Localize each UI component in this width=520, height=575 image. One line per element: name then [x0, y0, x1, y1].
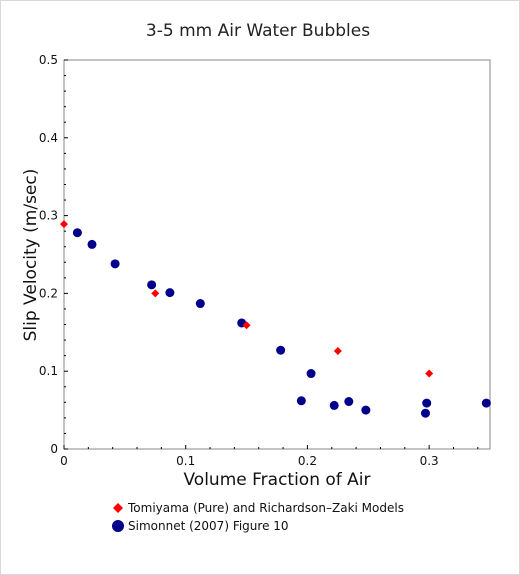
data-point-measured — [87, 239, 97, 249]
data-point-measured — [72, 228, 82, 238]
data-point-measured — [276, 345, 286, 355]
y-axis-label: Slip Velocity (m/sec) — [21, 169, 41, 342]
x-tick-label: 0 — [60, 454, 68, 468]
data-point-measured — [165, 288, 175, 298]
data-point-measured — [422, 398, 432, 408]
chart-title: 3-5 mm Air Water Bubbles — [146, 21, 370, 41]
legend-entry: Simonnet (2007) Figure 10 — [112, 519, 289, 533]
y-tick-label: 0.1 — [39, 364, 58, 378]
data-point-model — [333, 346, 342, 355]
data-point-measured — [344, 397, 354, 407]
data-point-measured — [329, 400, 339, 410]
legend-marker-diamond — [113, 503, 123, 513]
data-point-measured — [195, 299, 205, 309]
data-point-measured — [481, 398, 491, 408]
legend-entry: Tomiyama (Pure) and Richardson–Zaki Mode… — [113, 501, 404, 515]
data-point-model — [425, 369, 434, 378]
y-tick-label: 0.4 — [39, 131, 58, 145]
y-tick-label: 0.2 — [39, 286, 58, 300]
x-tick-label: 0.2 — [298, 454, 317, 468]
data-point-measured — [306, 369, 316, 379]
data-point-model — [151, 289, 160, 298]
data-point-model — [242, 321, 251, 330]
legend-label: Tomiyama (Pure) and Richardson–Zaki Mode… — [127, 501, 404, 515]
data-point-measured — [420, 408, 430, 418]
y-tick-label: 0.5 — [39, 53, 58, 67]
plot-area — [63, 59, 491, 450]
data-point-measured — [361, 405, 371, 415]
x-tick-label: 0.3 — [420, 454, 439, 468]
data-point-measured — [147, 280, 157, 290]
legend-label: Simonnet (2007) Figure 10 — [128, 519, 289, 533]
y-tick-label: 0.3 — [39, 209, 58, 223]
y-tick-label: 0 — [50, 442, 58, 456]
data-point-measured — [296, 396, 306, 406]
legend-marker-circle — [112, 520, 124, 532]
x-tick-label: 0.1 — [176, 454, 195, 468]
data-point-measured — [110, 259, 120, 269]
x-axis-label: Volume Fraction of Air — [183, 470, 370, 490]
data-point-model — [60, 220, 68, 229]
